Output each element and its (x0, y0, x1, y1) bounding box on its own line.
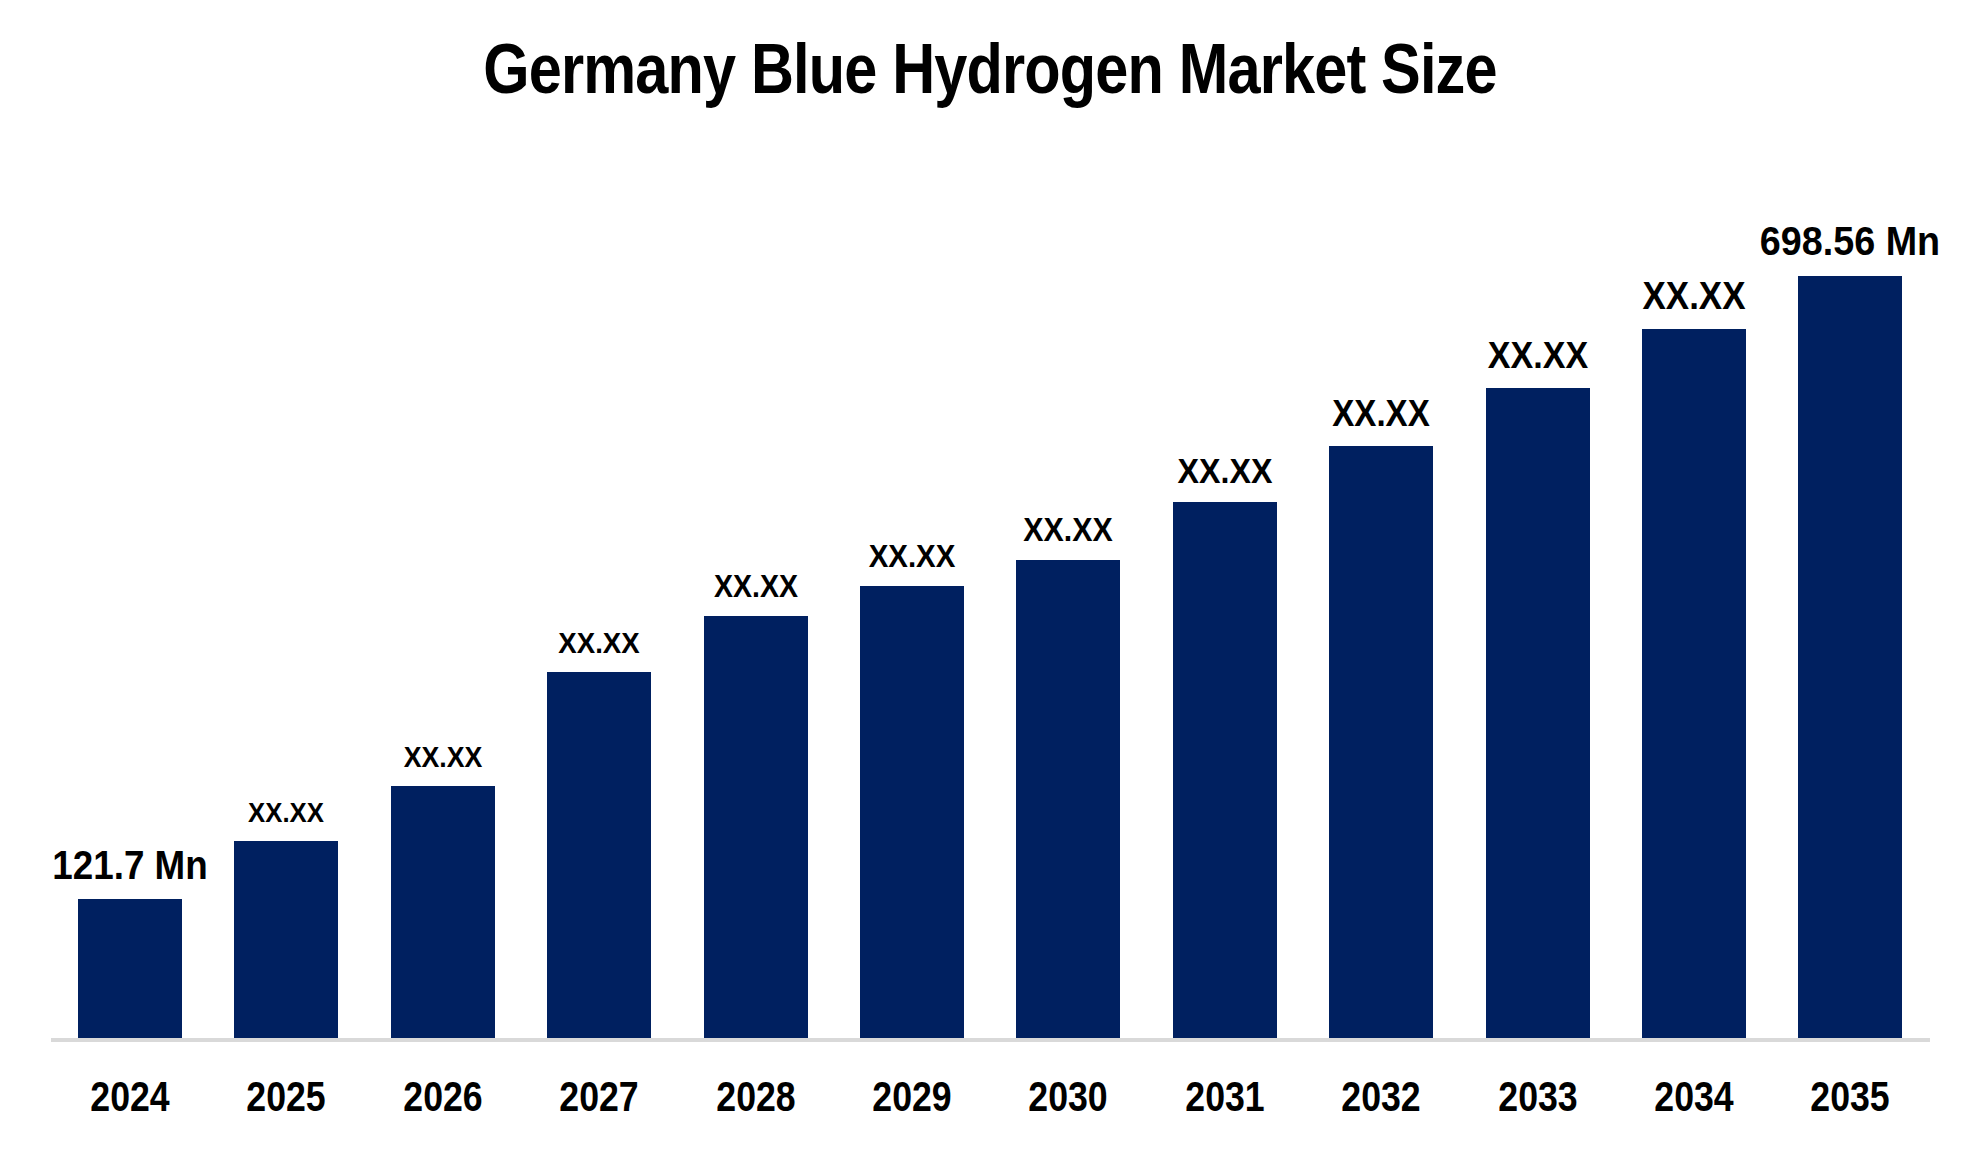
x-axis-tick-label: 2026 (375, 1076, 511, 1118)
bar (78, 899, 182, 1038)
x-axis-tick-label: 2032 (1313, 1076, 1449, 1118)
bar-value-label: XX.XX (1262, 396, 1501, 432)
x-axis-line (51, 1038, 1930, 1042)
x-axis-tick-label: 2024 (62, 1076, 198, 1118)
bar (1486, 388, 1590, 1038)
bar-value-label: XX.XX (636, 571, 875, 602)
bar-value-label: XX.XX (480, 628, 719, 658)
bar (1329, 446, 1433, 1038)
bar-value-label: XX.XX (1418, 337, 1657, 374)
bar (704, 616, 808, 1038)
bar-value-label: XX.XX (167, 799, 406, 827)
x-axis-tick-label: 2034 (1626, 1076, 1762, 1118)
x-axis-tick-label: 2030 (1000, 1076, 1136, 1118)
x-axis-tick-label: 2031 (1157, 1076, 1293, 1118)
x-axis-tick-label: 2029 (844, 1076, 980, 1118)
bar (1016, 560, 1120, 1038)
bar (234, 841, 338, 1038)
bar (547, 672, 651, 1038)
bar (391, 786, 495, 1038)
bar (1798, 276, 1902, 1038)
x-axis-tick-label: 2033 (1470, 1076, 1606, 1118)
bar-value-label: XX.XX (1105, 453, 1344, 488)
bar (860, 586, 964, 1038)
bar-value-label: 121.7 Mn (10, 845, 249, 885)
x-axis-tick-label: 2028 (688, 1076, 824, 1118)
bar (1173, 502, 1277, 1038)
chart-title: Germany Blue Hydrogen Market Size (149, 26, 1832, 114)
x-axis-tick-label: 2035 (1782, 1076, 1918, 1118)
bar-value-label: XX.XX (323, 743, 562, 772)
bar (1642, 329, 1746, 1038)
x-axis-tick-label: 2027 (531, 1076, 667, 1118)
bar-value-label: XX.XX (1574, 277, 1813, 315)
bar-value-label: 698.56 Mn (1731, 221, 1970, 262)
x-axis-tick-label: 2025 (218, 1076, 354, 1118)
chart-canvas: Germany Blue Hydrogen Market Size 121.7 … (0, 0, 1980, 1155)
bar-value-label: XX.XX (949, 513, 1188, 546)
